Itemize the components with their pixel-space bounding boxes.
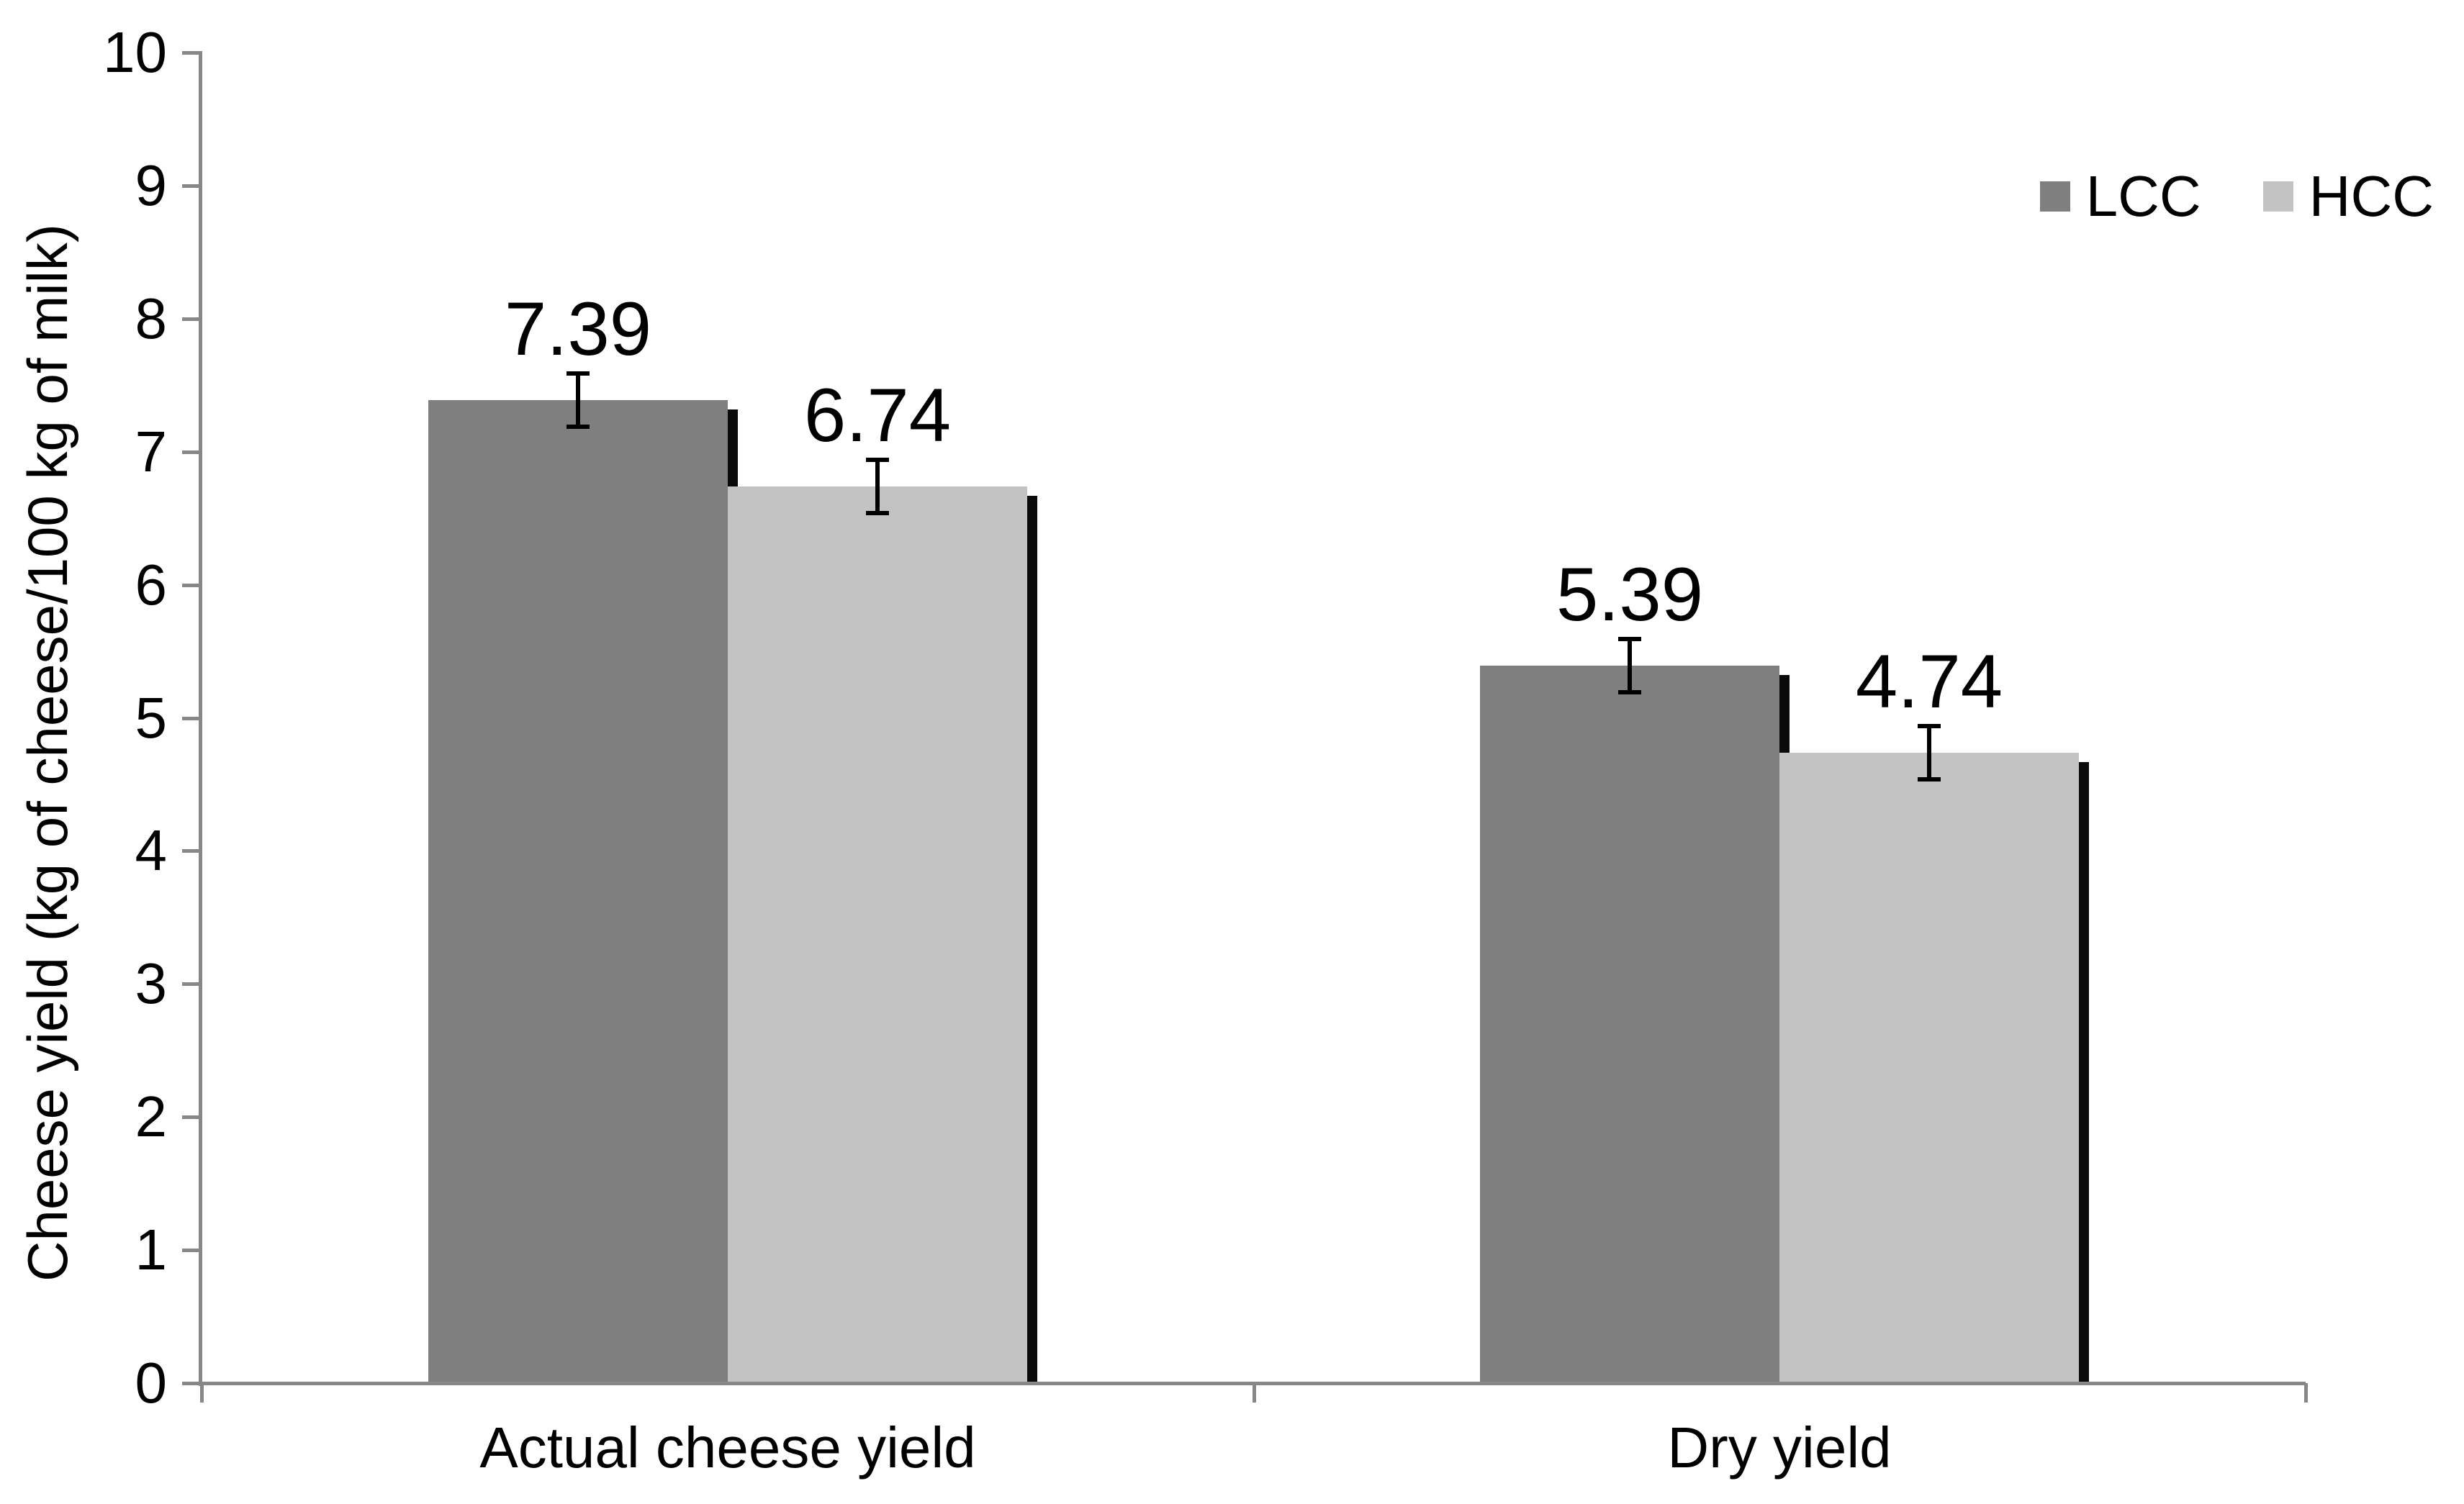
- error-bar-line-lcc-cat0: [576, 373, 580, 427]
- y-tick-5: [182, 717, 199, 720]
- y-tick-7: [182, 450, 199, 454]
- x-axis-line: [199, 1382, 2306, 1385]
- legend-label-hcc: HCC: [2309, 164, 2434, 228]
- error-bar-line-hcc-cat1: [1927, 726, 1931, 779]
- bar-shadow-hcc-cat1: [2079, 762, 2089, 1383]
- y-tick-label-1: 1: [135, 1218, 168, 1282]
- y-tick-label-6: 6: [135, 553, 168, 617]
- x-category-label-1: Dry yield: [1667, 1415, 1892, 1480]
- x-tick-0: [200, 1383, 204, 1403]
- error-bar-cap-top-hcc-cat0: [866, 458, 889, 462]
- y-tick-0: [182, 1382, 199, 1385]
- error-bar-line-lcc-cat1: [1628, 639, 1632, 692]
- y-tick-4: [182, 849, 199, 853]
- bar-hcc-cat1: [1779, 753, 2079, 1383]
- y-tick-6: [182, 584, 199, 587]
- bar-lcc-cat1: [1480, 666, 1779, 1383]
- value-label-hcc-cat0: 6.74: [803, 373, 952, 458]
- y-tick-8: [182, 317, 199, 321]
- error-bar-cap-bottom-hcc-cat0: [866, 511, 889, 515]
- legend-label-lcc: LCC: [2085, 164, 2201, 228]
- y-tick-label-0: 0: [135, 1351, 168, 1415]
- bar-hcc-cat0: [728, 486, 1027, 1383]
- error-bar-cap-top-hcc-cat1: [1918, 724, 1941, 728]
- value-label-lcc-cat0: 7.39: [504, 287, 652, 371]
- y-tick-label-7: 7: [135, 420, 168, 484]
- y-tick-2: [182, 1115, 199, 1119]
- legend: LCC HCC: [2039, 157, 2434, 236]
- y-tick-9: [182, 184, 199, 188]
- legend-swatch-lcc: [2039, 181, 2070, 212]
- x-tick-1: [1253, 1383, 1256, 1403]
- legend-item-lcc: LCC: [2039, 157, 2201, 236]
- bar-shadow-hcc-cat0: [1027, 496, 1037, 1383]
- y-tick-1: [182, 1249, 199, 1252]
- y-tick-label-2: 2: [135, 1084, 168, 1149]
- y-tick-label-10: 10: [103, 20, 167, 84]
- error-bar-cap-top-lcc-cat0: [567, 371, 590, 376]
- y-tick-3: [182, 982, 199, 986]
- y-tick-10: [182, 51, 199, 55]
- error-bar-cap-bottom-lcc-cat1: [1618, 690, 1641, 694]
- value-label-hcc-cat1: 4.74: [1855, 640, 2003, 724]
- bar-lcc-cat0: [428, 400, 728, 1383]
- x-category-label-0: Actual cheese yield: [479, 1415, 976, 1480]
- y-tick-label-5: 5: [135, 686, 168, 750]
- y-tick-label-3: 3: [135, 951, 168, 1015]
- value-label-lcc-cat1: 5.39: [1556, 553, 1704, 637]
- y-tick-label-9: 9: [135, 153, 168, 217]
- legend-swatch-hcc: [2262, 181, 2293, 212]
- y-tick-label-4: 4: [135, 818, 168, 882]
- y-tick-label-8: 8: [135, 286, 168, 350]
- y-axis-line: [199, 51, 202, 1386]
- error-bar-cap-bottom-lcc-cat0: [567, 425, 590, 429]
- legend-item-hcc: HCC: [2262, 157, 2434, 236]
- x-tick-2: [2304, 1383, 2308, 1403]
- error-bar-line-hcc-cat0: [875, 460, 880, 513]
- error-bar-cap-bottom-hcc-cat1: [1918, 777, 1941, 782]
- error-bar-cap-top-lcc-cat1: [1618, 637, 1641, 641]
